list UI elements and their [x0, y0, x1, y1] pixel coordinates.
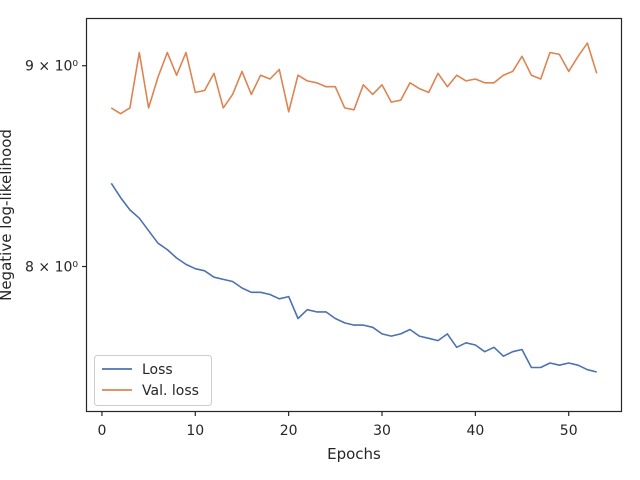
series-points-val-loss	[111, 43, 597, 114]
series-line-loss	[110, 182, 597, 373]
x-tick-label: 40	[466, 423, 484, 439]
legend-label-val-loss: Val. loss	[142, 383, 199, 399]
legend-label-loss: Loss	[142, 362, 173, 378]
series-points-loss	[111, 183, 597, 373]
legend-box	[94, 355, 212, 406]
x-tick-label: 0	[97, 423, 106, 439]
x-tick-label: 30	[373, 423, 391, 439]
y-axis-ticks: 8 × 10⁰ 9 × 10⁰	[25, 59, 87, 276]
series-line-val-loss	[110, 42, 598, 115]
x-axis-ticks: 0 10 20 30 40 50	[97, 411, 578, 439]
x-tick-label: 50	[560, 423, 578, 439]
series-lines	[110, 42, 598, 373]
x-tick-label: 10	[186, 423, 204, 439]
x-axis-label: Epochs	[327, 445, 381, 463]
y-tick-label: 8 × 10⁰	[25, 260, 78, 276]
x-tick-label: 20	[280, 423, 298, 439]
y-axis-label: Negative log-likelihood	[0, 129, 15, 301]
y-tick-label: 9 × 10⁰	[25, 59, 78, 75]
plot-frame	[85, 17, 623, 413]
legend: Loss Val. loss	[94, 355, 212, 406]
